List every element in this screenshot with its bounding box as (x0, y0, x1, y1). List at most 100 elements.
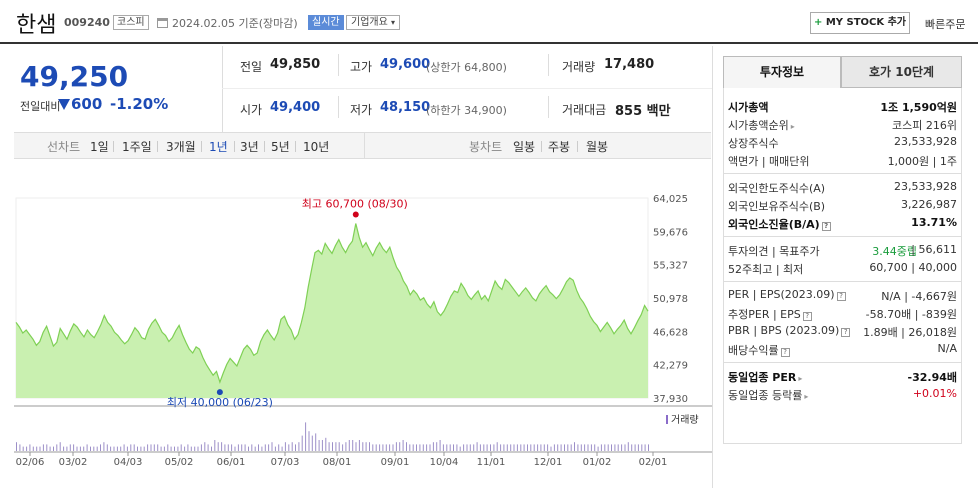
info-key[interactable]: 동일업종 PER ▸ (728, 371, 803, 384)
candle-daily[interactable]: 일봉 (513, 140, 536, 154)
volume-bar (332, 442, 333, 451)
period-3m[interactable]: 3개월 (166, 140, 196, 154)
volume-bar (19, 444, 21, 451)
calendar-icon (157, 18, 168, 28)
prev-close-value: 49,850 (270, 57, 321, 72)
info-key: 배당수익률? (728, 342, 790, 358)
x-tick-label: 05/02 (165, 457, 194, 468)
x-tick-label: 02/06 (16, 457, 45, 468)
volume-legend-label: 거래량 (671, 414, 699, 426)
volume-bar (456, 444, 458, 451)
volume-bar (123, 444, 125, 451)
help-icon[interactable]: ? (836, 292, 846, 301)
volume-bar (321, 440, 323, 451)
divider (723, 236, 962, 237)
volume-bar (130, 444, 132, 451)
volume-bar (543, 444, 545, 451)
volume-label: 거래량 (562, 60, 596, 74)
volume-bar (106, 444, 108, 451)
help-icon[interactable]: ? (802, 312, 812, 321)
period-1y[interactable]: 1년 (209, 140, 228, 154)
volume-bar (22, 446, 24, 451)
info-key[interactable]: 동일업종 등락률 ▸ (728, 389, 809, 402)
volume-bar (258, 444, 259, 451)
volume-bar (577, 444, 579, 451)
info-value: +0.01% (912, 387, 957, 400)
realtime-button[interactable]: 실시간 (308, 15, 344, 30)
period-5y[interactable]: 5년 (271, 140, 290, 154)
help-icon[interactable]: ? (821, 222, 831, 231)
info-key: PBR | BPS (2023.09)? (728, 324, 851, 337)
volume-bar (627, 442, 629, 451)
company-overview-button[interactable]: 기업개요 ▾ (346, 15, 401, 30)
info-key: 외국인소진율(B/A)? (728, 216, 831, 232)
y-tick-label: 64,025 (653, 194, 688, 205)
volume-bar (614, 444, 616, 451)
upper-limit: (상한가 64,800) (426, 61, 507, 74)
volume-bar (194, 446, 196, 451)
price-chart[interactable]: 64,025 59,676 55,327 50,978 46,628 42,279 37,9… (0, 160, 712, 488)
volume-bar (39, 446, 41, 451)
chevron-right-icon: ▸ (798, 374, 803, 383)
volume-bar (463, 444, 465, 451)
volume-bar (177, 446, 179, 451)
volume-bar (506, 444, 508, 451)
change-rate: -1.20% (110, 95, 169, 113)
volume-bar (490, 444, 491, 451)
tab-hoga-10[interactable]: 호가 10단계 (841, 56, 962, 88)
info-row: 외국인한도주식수(A) 23,533,928 (728, 180, 957, 196)
divider (338, 96, 339, 118)
chevron-right-icon: ▸ (790, 122, 795, 131)
volume-bar (520, 444, 522, 451)
y-tick-label: 55,327 (653, 261, 688, 272)
volume-bar (46, 444, 48, 451)
quick-order-link[interactable]: 빠른주문 (925, 18, 966, 31)
chevron-down-icon: ▾ (391, 18, 396, 27)
divider (723, 173, 962, 174)
period-10y[interactable]: 10년 (303, 140, 330, 154)
volume-bar (516, 444, 518, 451)
period-1d[interactable]: 1일 (90, 140, 109, 154)
volume-value: 17,480 (604, 57, 655, 72)
volume-bar (429, 444, 431, 451)
info-key[interactable]: 시가총액순위 ▸ (728, 119, 795, 132)
volume-bar (274, 446, 276, 451)
info-value: 3,226,987 (901, 198, 957, 211)
candle-weekly[interactable]: 주봉 (548, 140, 571, 154)
y-tick-label: 50,978 (653, 294, 688, 305)
max-label: 최고 60,700 (08/30) (302, 197, 408, 210)
volume-bar (590, 444, 592, 451)
period-1w[interactable]: 1주일 (122, 140, 152, 154)
volume-bar (402, 440, 404, 451)
info-row: 시가총액순위 ▸ 코스피 216위 (728, 117, 957, 133)
volume-bar (268, 444, 270, 451)
volume-bar (244, 444, 246, 451)
period-3y[interactable]: 3년 (240, 140, 259, 154)
separator (234, 141, 235, 152)
candle-monthly[interactable]: 월봉 (586, 140, 609, 154)
volume-bar (503, 444, 505, 451)
low-value: 48,150 (380, 100, 431, 115)
market-badge: 코스피 (113, 15, 149, 30)
help-icon[interactable]: ? (780, 348, 790, 357)
volume-bar (69, 444, 71, 451)
volume-bar (150, 444, 152, 451)
my-stock-add-button[interactable]: + MY STOCK 추가 (810, 12, 910, 34)
volume-bar (281, 446, 283, 451)
info-value: -58.70배 | -839원 (865, 308, 957, 321)
price-area-fill (16, 223, 648, 398)
volume-bar (338, 442, 340, 451)
volume-bar (147, 444, 149, 451)
volume-bar (221, 442, 223, 451)
tab-invest-info[interactable]: 투자정보 (723, 56, 841, 88)
min-point (216, 389, 223, 396)
amount-label: 거래대금 (562, 103, 607, 117)
volume-bar (641, 444, 643, 451)
separator (113, 141, 114, 152)
volume-bar (587, 444, 589, 451)
volume-bar (207, 444, 209, 451)
volume-bar (533, 444, 535, 451)
info-row: 상장주식수 23,533,928 (728, 135, 957, 151)
info-row: 액면가 | 매매단위 1,000원 | 1주 (728, 153, 957, 169)
help-icon[interactable]: ? (841, 328, 851, 337)
